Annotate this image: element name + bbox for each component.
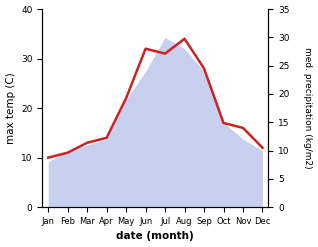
Y-axis label: max temp (C): max temp (C) — [5, 72, 16, 144]
Y-axis label: med. precipitation (kg/m2): med. precipitation (kg/m2) — [303, 47, 313, 169]
X-axis label: date (month): date (month) — [116, 231, 194, 242]
